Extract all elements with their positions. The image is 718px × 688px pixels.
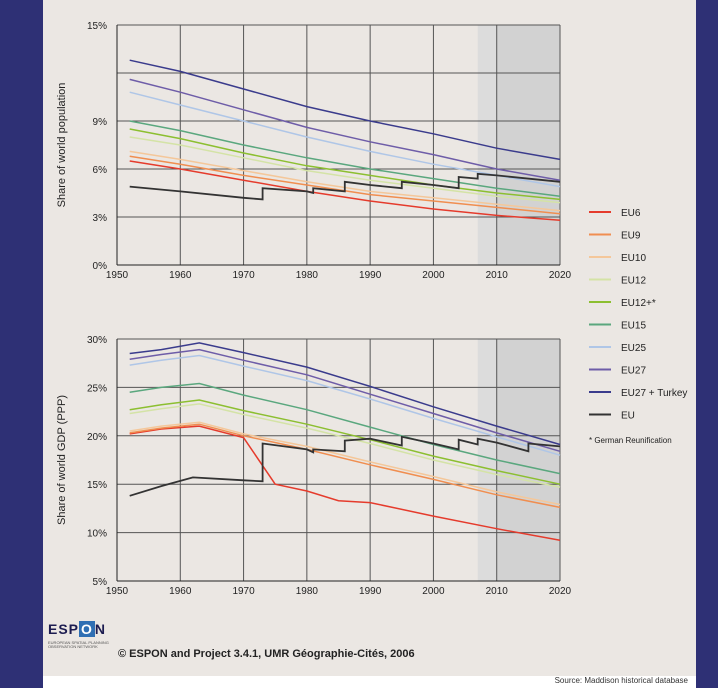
gdp-y-tick-label: 25% — [87, 383, 107, 394]
pop-series-line-6 — [129, 91, 561, 188]
pop-y-axis-label: Share of world population — [56, 83, 68, 208]
footer-bar: Source: Maddison historical database — [43, 676, 696, 688]
pop-x-tick-label: 2020 — [549, 270, 572, 281]
gdp-series-line-4 — [129, 399, 561, 485]
pop-series-line-5 — [129, 120, 561, 197]
logo-tagline: EUROPEAN SPATIAL PLANNING OBSERVATION NE… — [48, 640, 109, 649]
pop-x-tick-label: 1970 — [232, 270, 255, 281]
gdp-x-tick-label: 2010 — [486, 586, 509, 597]
gdp-x-tick-label: 2000 — [422, 586, 445, 597]
gdp-x-tick-label: 2020 — [549, 586, 572, 597]
gdp-series-line-0 — [129, 425, 561, 542]
legend-label: EU25 — [621, 343, 646, 354]
legend-label: EU10 — [621, 253, 646, 264]
gdp-series-line-6 — [129, 354, 561, 456]
gdp-projection-shade — [496, 339, 560, 581]
pop-series-line-9 — [129, 172, 561, 201]
gdp-y-tick-label: 15% — [87, 480, 107, 491]
legend-label: EU — [621, 411, 635, 422]
pop-y-tick-label: 15% — [87, 21, 107, 32]
legend-label: EU27 — [621, 366, 646, 377]
pop-series-line-8 — [129, 59, 561, 161]
gdp-series-line-3 — [129, 403, 561, 488]
pop-x-tick-label: 1950 — [106, 270, 129, 281]
gdp-y-tick-label: 10% — [87, 529, 107, 540]
pop-series-line-2 — [129, 150, 561, 212]
logo-text-box: O — [79, 621, 95, 637]
gdp-y-tick-label: 5% — [93, 577, 108, 588]
gdp-x-tick-label: 1970 — [232, 586, 255, 597]
gdp-x-tick-label: 1960 — [169, 586, 192, 597]
legend-label: EU12+* — [621, 298, 656, 309]
pop-series-line-0 — [129, 160, 561, 221]
pop-x-tick-label: 2010 — [486, 270, 509, 281]
pop-projection-shade — [496, 25, 560, 265]
pop-x-tick-label: 1990 — [359, 270, 382, 281]
legend-label: EU6 — [621, 208, 641, 219]
pop-projection-shade-light — [477, 25, 497, 265]
legend-label: EU9 — [621, 231, 641, 242]
legend-label: EU27 + Turkey — [621, 388, 687, 399]
legend-label: EU12 — [621, 276, 646, 287]
gdp-series-line-2 — [129, 421, 561, 506]
source-text: Source: Maddison historical database — [554, 676, 688, 685]
chart-panel — [43, 0, 696, 688]
legend: EU6 EU9 EU10 EU12 EU12+* EU15 EU25 EU27 EU27 + T… — [589, 208, 687, 445]
gdp-y-axis-label: Share of world GDP (PPP) — [56, 395, 68, 525]
gdp-y-tick-label: 30% — [87, 335, 107, 346]
gdp-series-line-8 — [129, 342, 561, 446]
pop-x-tick-label: 1960 — [169, 270, 192, 281]
gdp-x-tick-label: 1980 — [296, 586, 319, 597]
pop-chart: 1950 1960 1970 1980 1990 2000 2010 2020 0% 3% 6% 9%… — [56, 21, 572, 281]
pop-series-line-1 — [129, 155, 561, 215]
pop-series-line-7 — [129, 78, 561, 181]
pop-y-tick-label: 3% — [93, 213, 108, 224]
pop-x-tick-label: 2000 — [422, 270, 445, 281]
logo-text-left: ESP — [48, 621, 80, 637]
copyright-text: © ESPON and Project 3.4.1, UMR Géographi… — [118, 648, 415, 660]
pop-y-tick-label: 9% — [93, 117, 108, 128]
legend-footnote: * German Reunification — [589, 436, 672, 445]
gdp-chart: 1950 1960 1970 1980 1990 2000 2010 2020 5% 10% 15%… — [56, 335, 572, 597]
gdp-x-tick-label: 1950 — [106, 586, 129, 597]
pop-y-tick-label: 0% — [93, 261, 108, 272]
legend-label: EU15 — [621, 321, 646, 332]
gdp-x-tick-label: 1990 — [359, 586, 382, 597]
pop-series-line-3 — [129, 136, 561, 204]
gdp-series-line-7 — [129, 348, 561, 453]
espon-logo: ESP O N EUROPEAN SPATIAL PLANNING OBSERVAT… — [48, 621, 118, 661]
gdp-series-line-5 — [129, 382, 561, 475]
gdp-projection-shade-light — [477, 339, 497, 581]
gdp-series-line-9 — [129, 435, 561, 497]
pop-x-tick-label: 1980 — [296, 270, 319, 281]
pop-y-tick-label: 6% — [93, 165, 108, 176]
logo-text-right: N — [94, 621, 107, 637]
gdp-y-tick-label: 20% — [87, 432, 107, 443]
pop-series-line-4 — [129, 128, 561, 201]
